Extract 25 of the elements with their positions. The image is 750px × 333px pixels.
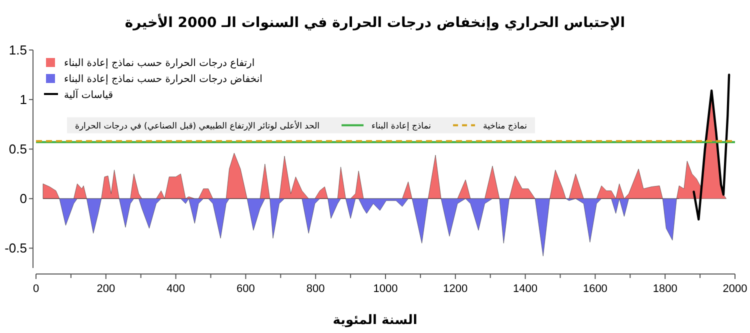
legend-label: ارتفاع درجات الحرارة حسب نماذج إعادة البناء: [64, 58, 255, 69]
y-tick-label: 1.5: [8, 42, 27, 58]
y-tick-label: -0.5: [4, 240, 27, 256]
x-tick-label: 2000: [722, 283, 748, 295]
x-tick-label: 1800: [652, 283, 678, 295]
line-series: [692, 74, 730, 221]
x-tick-label: 1200: [443, 283, 468, 295]
x-tick-label: 600: [236, 283, 255, 295]
x-tick-label: 0: [32, 283, 40, 295]
y-tick-label: 0: [20, 191, 27, 206]
y-tick-label: 1: [20, 92, 27, 108]
x-tick-label: 1000: [373, 283, 398, 295]
legend-label: نماذج إعادة البناء: [372, 121, 432, 132]
x-tick-label: 1600: [582, 283, 608, 295]
legend-label: نماذج مناخية: [483, 121, 527, 132]
legend-label: قياسات آلية: [64, 88, 114, 101]
x-tick-label: 800: [306, 283, 325, 295]
chart-title: الإحتباس الحراري وإنخفاض درجات الحرارة في السنوات الـ 2000 الأخيرة: [124, 13, 626, 31]
x-axis-title: السنة المئوية: [332, 313, 418, 328]
x-tick-label: 400: [166, 283, 185, 295]
annotation: الحد الأعلى لوتائر الإرتفاع الطبيعي (قبل الصناعي) في درجات الحرارة: [75, 119, 320, 132]
x-tick-label: 1400: [513, 283, 538, 295]
y-tick-label: 0.5: [8, 142, 27, 157]
x-tick-label: 200: [96, 283, 116, 295]
legend-label: انخفاض درجات الحرارة حسب نماذج إعادة البناء: [64, 74, 262, 85]
